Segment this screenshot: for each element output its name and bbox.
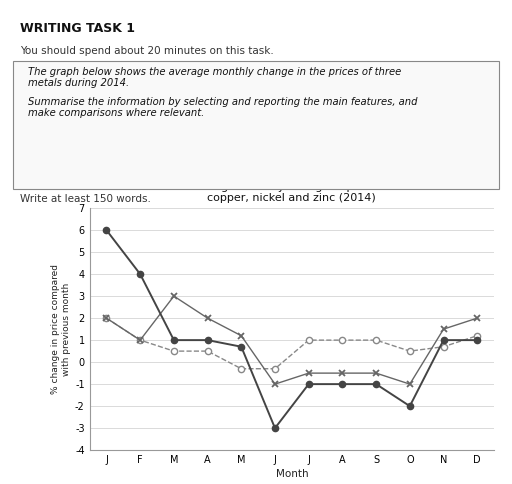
Text: Write at least 150 words.: Write at least 150 words. [20,194,152,204]
X-axis label: Month: Month [275,469,308,479]
Y-axis label: % change in price compared
with previous month: % change in price compared with previous… [51,264,71,394]
Text: Summarise the information by selecting and reporting the main features, and
make: Summarise the information by selecting a… [28,97,418,119]
Text: You should spend about 20 minutes on this task.: You should spend about 20 minutes on thi… [20,46,274,56]
Title: Average monthly change in prices of
copper, nickel and zinc (2014): Average monthly change in prices of copp… [189,182,394,203]
Text: The graph below shows the average monthly change in the prices of three
metals d: The graph below shows the average monthl… [28,67,401,89]
Text: WRITING TASK 1: WRITING TASK 1 [20,22,136,35]
